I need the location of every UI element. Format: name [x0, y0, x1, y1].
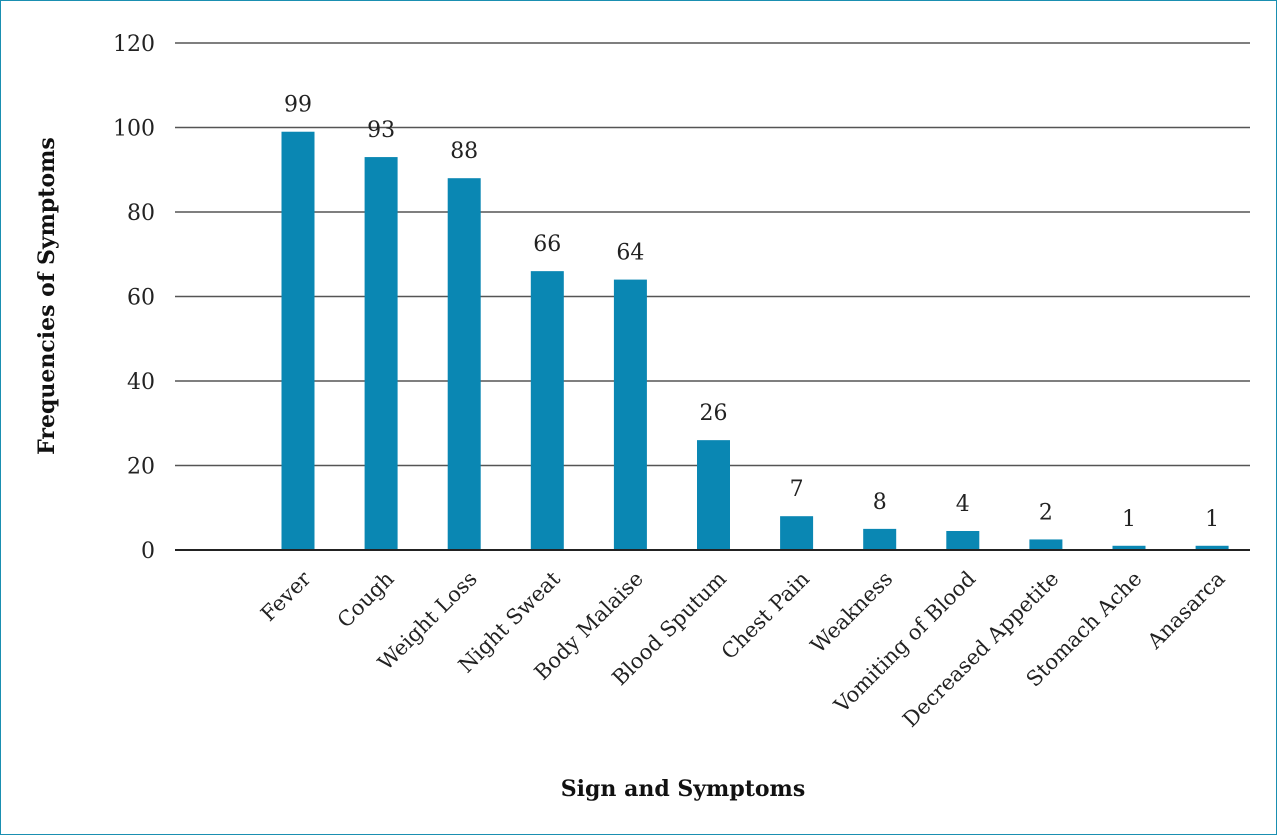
gridlines [175, 42, 1250, 467]
y-tick-label: 40 [127, 370, 155, 395]
bar [946, 530, 980, 550]
x-category-label: Cough [333, 567, 399, 633]
x-category-label: Decreased Appetite [898, 567, 1063, 732]
x-category-label: Anasarca [1142, 567, 1230, 655]
bar [613, 279, 647, 550]
data-label: 93 [367, 118, 395, 143]
x-category-label: Chest Pain [717, 567, 814, 664]
x-category-label: Weakness [806, 567, 897, 658]
x-axis-title: Sign and Symptoms [561, 776, 805, 802]
data-label: 7 [790, 477, 804, 502]
bar [1112, 545, 1146, 550]
data-label: 26 [700, 401, 728, 426]
x-category-label: Fever [256, 566, 316, 626]
y-tick-label: 120 [113, 32, 155, 57]
y-tick-label: 60 [127, 286, 155, 311]
data-label: 8 [873, 490, 887, 515]
bar [1029, 539, 1063, 550]
data-label: 99 [284, 93, 312, 118]
y-tick-label: 80 [127, 201, 155, 226]
data-label: 4 [956, 492, 970, 517]
bar [447, 178, 481, 550]
data-label: 64 [616, 241, 644, 266]
data-label: 1 [1122, 507, 1136, 532]
y-tick-label: 0 [141, 539, 155, 564]
bars [281, 131, 1229, 550]
y-tick-label: 20 [127, 455, 155, 480]
bar [697, 440, 730, 550]
bar [530, 271, 564, 550]
y-axis-ticks: 0 20 40 60 80 100 120 [113, 32, 155, 564]
x-category-label: Vomiting of Blood [829, 567, 981, 719]
data-label: 88 [450, 139, 478, 164]
bar [1195, 545, 1229, 550]
y-axis-title: Frequencies of Symptoms [34, 137, 60, 455]
data-label: 66 [533, 232, 561, 257]
data-label: 2 [1039, 500, 1053, 525]
y-tick-label: 100 [113, 117, 155, 142]
data-label: 1 [1205, 507, 1219, 532]
bar [863, 528, 897, 550]
bar [780, 516, 814, 550]
bar [281, 131, 315, 550]
bar [364, 157, 398, 550]
data-labels: 99 93 88 66 64 26 7 8 4 2 1 1 [284, 93, 1219, 532]
